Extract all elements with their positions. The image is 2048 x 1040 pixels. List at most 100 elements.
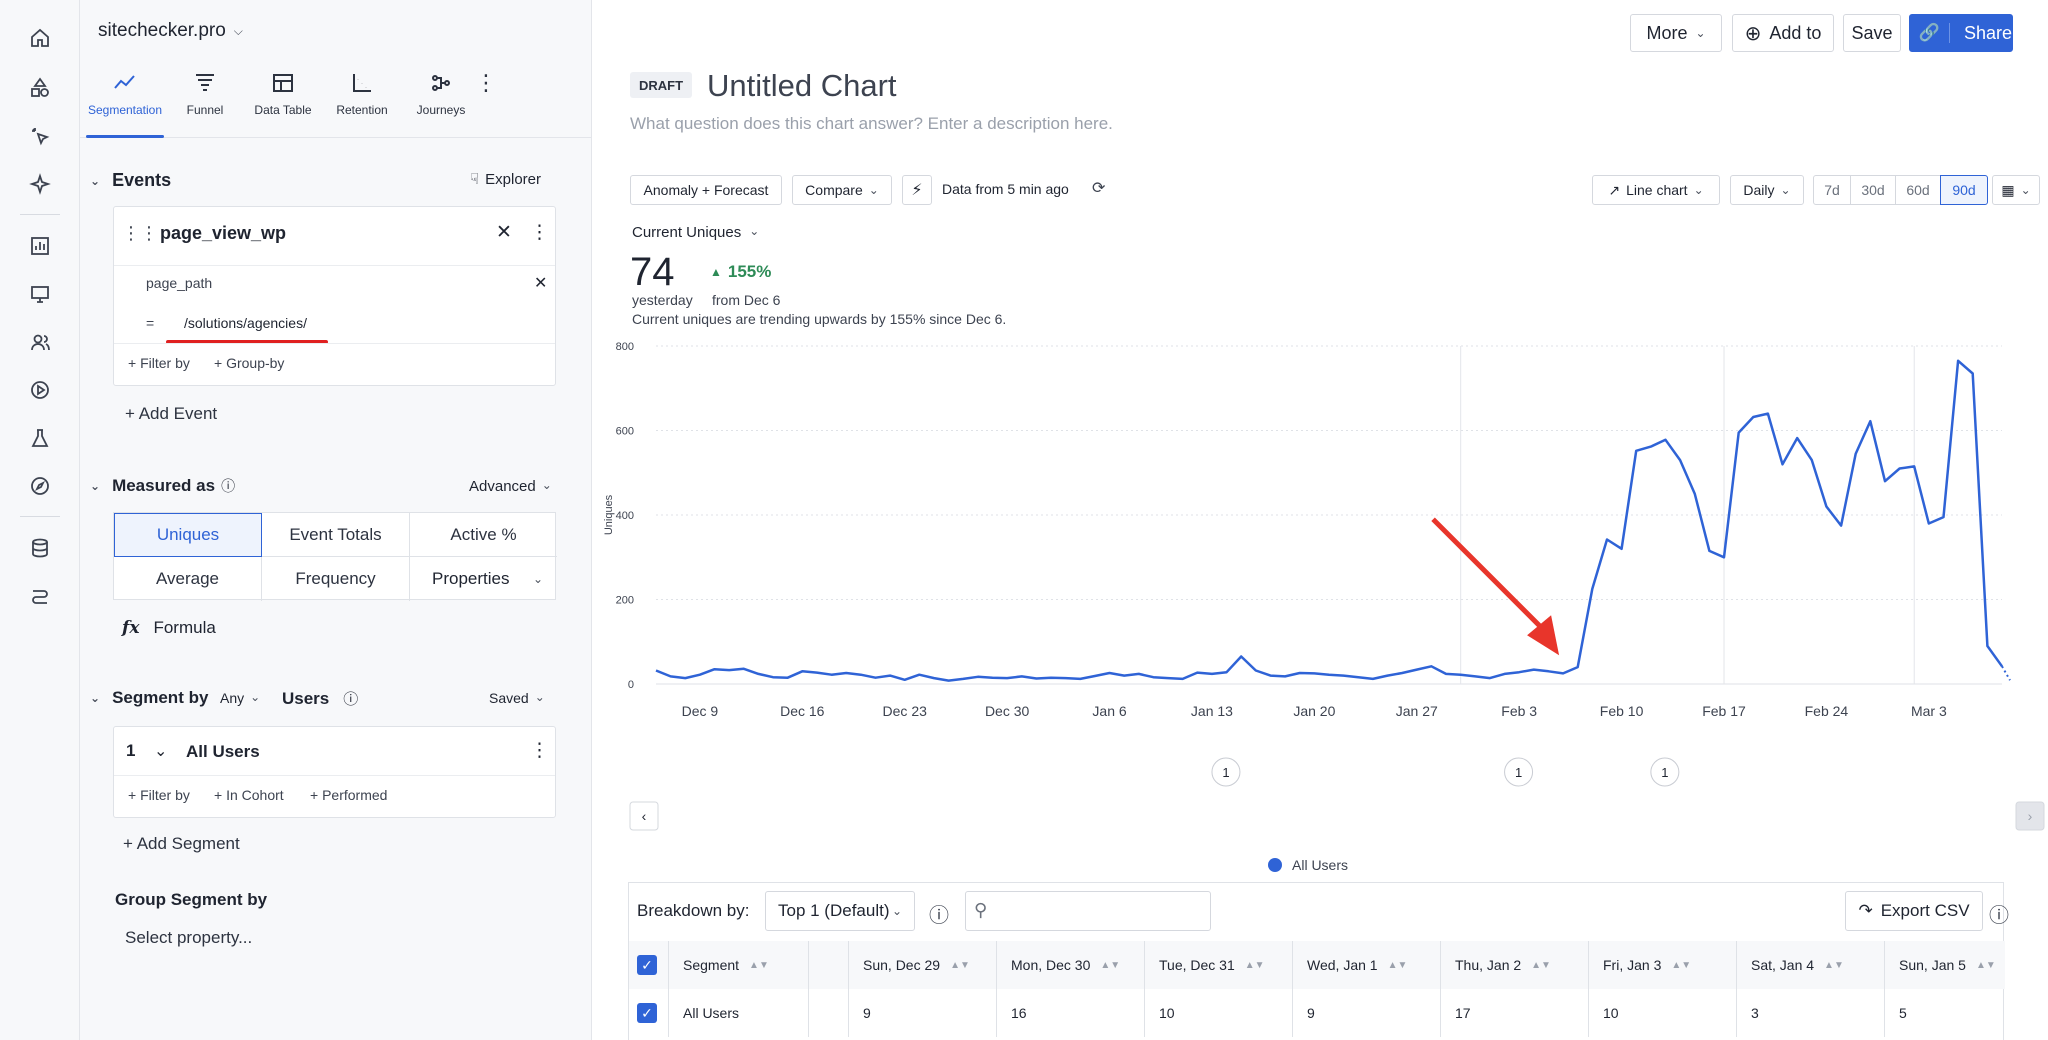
compass-icon[interactable] bbox=[24, 470, 56, 502]
range-60d[interactable]: 60d bbox=[1895, 175, 1941, 205]
lightning-icon[interactable]: ⚡ bbox=[902, 175, 932, 205]
segment-card: 1 ⌄ All Users ⋮ + Filter by + In Cohort … bbox=[113, 726, 556, 818]
in-cohort-button[interactable]: + In Cohort bbox=[214, 787, 284, 803]
share-button[interactable]: 🔗 Share bbox=[1909, 14, 2013, 52]
segment-menu-icon[interactable]: ⋮ bbox=[530, 740, 549, 761]
remove-event-icon[interactable]: ✕ bbox=[496, 222, 512, 243]
segment-section-header[interactable]: ⌄ Segment by bbox=[90, 688, 208, 708]
drag-handle-icon[interactable]: ⋮⋮ bbox=[122, 223, 158, 243]
chart-type-dropdown[interactable]: ↗ Line chart ⌄ bbox=[1592, 175, 1720, 205]
home-icon[interactable] bbox=[24, 22, 56, 54]
chevron-left-icon: ‹ bbox=[642, 808, 647, 824]
range-90d[interactable]: 90d bbox=[1940, 175, 1988, 205]
column-label: Sun, Dec 29 bbox=[863, 957, 941, 973]
users-icon[interactable] bbox=[24, 326, 56, 358]
save-button[interactable]: Save bbox=[1843, 14, 1901, 52]
column-header-date[interactable]: Fri, Jan 3 ▲▼ bbox=[1589, 941, 1737, 989]
line-chart[interactable]: 0 200 400 600 800 Uniques Dec 9 Dec 16 Dec 23 Dec… bbox=[592, 330, 2048, 880]
reports-icon[interactable] bbox=[24, 230, 56, 262]
add-event-button[interactable]: + Add Event bbox=[125, 404, 218, 423]
filter-by-button[interactable]: + Filter by bbox=[128, 355, 190, 371]
select-all-checkbox[interactable]: ✓ bbox=[629, 941, 669, 989]
filter-operator[interactable]: = bbox=[146, 315, 155, 331]
column-header-date[interactable]: Sat, Jan 4 ▲▼ bbox=[1737, 941, 1885, 989]
row-checkbox[interactable]: ✓ bbox=[629, 989, 669, 1037]
segment-filter-by-button[interactable]: + Filter by bbox=[128, 787, 190, 803]
column-header-date[interactable]: Sun, Jan 5 ▲▼ bbox=[1885, 941, 2005, 989]
table-cell: 16 bbox=[997, 989, 1145, 1037]
event-name[interactable]: page_view_wp bbox=[160, 223, 287, 243]
date-picker-button[interactable]: ▦ ⌄ bbox=[1992, 175, 2040, 205]
filter-value[interactable]: /solutions/agencies/ bbox=[184, 315, 307, 331]
sparkle-icon[interactable] bbox=[24, 168, 56, 200]
measure-active-percent[interactable]: Active % bbox=[410, 513, 557, 557]
x-tick-label: Jan 27 bbox=[1396, 703, 1438, 719]
tab-label: Funnel bbox=[186, 103, 224, 117]
chart-title[interactable]: Untitled Chart bbox=[707, 68, 897, 103]
measure-uniques[interactable]: Uniques bbox=[114, 513, 262, 557]
breakdown-dropdown[interactable]: Top 1 (Default) ⌄ bbox=[765, 891, 915, 931]
x-tick-label: Feb 17 bbox=[1702, 703, 1746, 719]
range-30d[interactable]: 30d bbox=[1850, 175, 1896, 205]
tab-segmentation[interactable]: Segmentation bbox=[80, 66, 170, 138]
saved-segments-dropdown[interactable]: Saved ⌄ bbox=[489, 690, 545, 706]
formula-button[interactable]: fx Formula bbox=[122, 618, 216, 638]
add-segment-button[interactable]: + Add Segment bbox=[123, 834, 240, 853]
events-section-header[interactable]: ⌄ Events bbox=[90, 170, 171, 191]
export-csv-button[interactable]: ↷ Export CSV bbox=[1845, 891, 1983, 931]
more-button[interactable]: More ⌄ bbox=[1630, 14, 1722, 52]
measured-section-header[interactable]: ⌄ Measured as ⓘ bbox=[90, 476, 235, 496]
measure-average[interactable]: Average bbox=[114, 557, 262, 601]
legend-label: All Users bbox=[1292, 857, 1348, 873]
group-by-button[interactable]: + Group-by bbox=[214, 355, 285, 371]
shapes-icon[interactable] bbox=[24, 72, 56, 104]
monitor-icon[interactable] bbox=[24, 278, 56, 310]
advanced-dropdown[interactable]: Advanced ⌄ bbox=[469, 478, 552, 495]
breakdown-search-input[interactable]: ⚲ bbox=[965, 891, 1211, 931]
segment-name[interactable]: All Users bbox=[186, 742, 260, 761]
range-7d[interactable]: 7d bbox=[1813, 175, 1851, 205]
compare-dropdown[interactable]: Compare ⌄ bbox=[792, 175, 892, 205]
click-cursor-icon[interactable] bbox=[24, 120, 56, 152]
info-icon[interactable]: ⓘ bbox=[1989, 905, 2009, 927]
chevron-down-icon: ⌵ bbox=[233, 23, 243, 38]
play-circle-icon[interactable] bbox=[24, 374, 56, 406]
interval-dropdown[interactable]: Daily ⌄ bbox=[1730, 175, 1804, 205]
tab-retention[interactable]: Retention bbox=[317, 66, 407, 138]
column-header-date[interactable]: Tue, Dec 31 ▲▼ bbox=[1145, 941, 1293, 989]
table-icon bbox=[273, 74, 293, 92]
column-header-date[interactable]: Wed, Jan 1 ▲▼ bbox=[1293, 941, 1441, 989]
sort-icon: ▲▼ bbox=[950, 959, 970, 971]
measure-frequency[interactable]: Frequency bbox=[262, 557, 410, 601]
tab-journeys[interactable]: Journeys bbox=[396, 66, 486, 138]
flask-icon[interactable] bbox=[24, 422, 56, 454]
chevron-down-icon[interactable]: ⌄ bbox=[154, 743, 168, 760]
database-icon[interactable] bbox=[24, 532, 56, 564]
more-tabs-button[interactable]: ⋮ bbox=[466, 66, 506, 138]
performed-button[interactable]: + Performed bbox=[310, 787, 388, 803]
pipeline-icon[interactable] bbox=[24, 580, 56, 612]
segment-any-dropdown[interactable]: Any ⌄ bbox=[220, 690, 260, 706]
tab-funnel[interactable]: Funnel bbox=[160, 66, 250, 138]
refresh-icon[interactable]: ⟳ bbox=[1092, 180, 1106, 197]
anomaly-forecast-button[interactable]: Anomaly + Forecast bbox=[630, 175, 782, 205]
chart-description-input[interactable]: What question does this chart answer? En… bbox=[630, 114, 1113, 133]
measure-properties[interactable]: Properties ⌄ bbox=[410, 557, 557, 601]
column-header-date[interactable]: Mon, Dec 30 ▲▼ bbox=[997, 941, 1145, 989]
add-to-button[interactable]: ⊕ Add to bbox=[1732, 14, 1834, 52]
filter-property[interactable]: page_path bbox=[146, 275, 213, 291]
y-tick-label: 200 bbox=[616, 595, 634, 607]
select-property-dropdown[interactable]: Select property... bbox=[125, 928, 253, 947]
measure-event-totals[interactable]: Event Totals bbox=[262, 513, 410, 557]
event-menu-icon[interactable]: ⋮ bbox=[530, 222, 549, 243]
tab-data-table[interactable]: Data Table bbox=[238, 66, 328, 138]
project-switcher[interactable]: sitechecker.pro ⌵ bbox=[98, 20, 243, 42]
info-icon[interactable]: ⓘ bbox=[929, 905, 949, 927]
remove-filter-icon[interactable]: ✕ bbox=[534, 275, 548, 292]
metric-selector[interactable]: Current Uniques ⌄ bbox=[632, 224, 759, 241]
column-header-date[interactable]: Thu, Jan 2 ▲▼ bbox=[1441, 941, 1589, 989]
chart-type-label: Line chart bbox=[1626, 182, 1688, 198]
column-header-segment[interactable]: Segment ▲▼ bbox=[669, 941, 809, 989]
column-header-date[interactable]: Sun, Dec 29 ▲▼ bbox=[849, 941, 997, 989]
explorer-button[interactable]: ☟ Explorer bbox=[470, 170, 541, 189]
